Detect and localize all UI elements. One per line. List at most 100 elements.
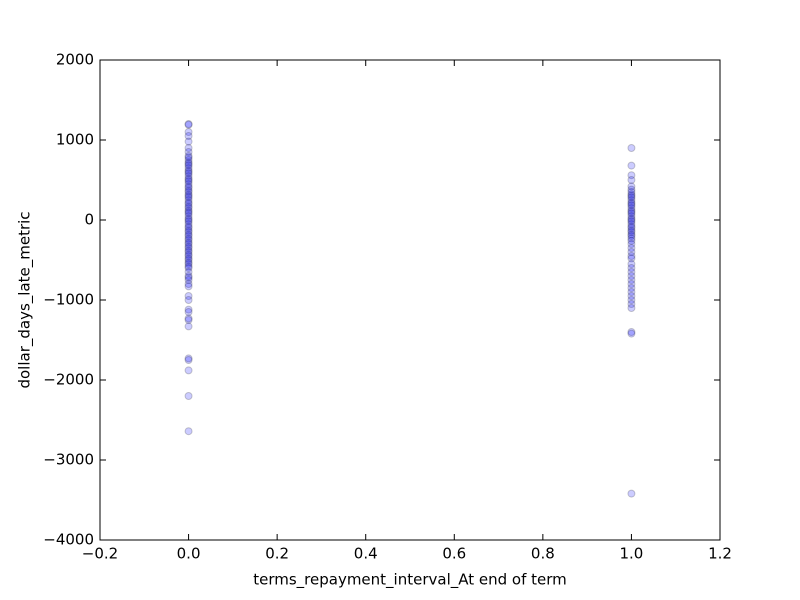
point xyxy=(627,260,636,268)
point xyxy=(627,252,636,260)
point xyxy=(184,214,193,223)
point xyxy=(184,248,193,256)
point xyxy=(184,224,193,232)
point xyxy=(627,276,636,284)
point xyxy=(627,329,636,338)
point xyxy=(184,322,193,331)
point xyxy=(184,161,193,170)
point xyxy=(184,232,193,240)
point xyxy=(627,244,636,252)
point xyxy=(627,212,636,220)
point xyxy=(184,208,193,216)
point xyxy=(184,156,193,164)
point xyxy=(627,206,636,215)
point xyxy=(627,280,636,288)
point xyxy=(184,148,193,156)
point xyxy=(627,304,636,312)
point xyxy=(184,120,193,129)
point xyxy=(184,273,193,282)
point xyxy=(184,206,193,215)
point xyxy=(627,190,636,199)
y-tick-label: −3000 xyxy=(43,451,94,469)
point xyxy=(627,254,636,263)
x-tick-label: 0.6 xyxy=(442,545,466,563)
point xyxy=(627,208,636,216)
point xyxy=(184,356,193,364)
point xyxy=(627,220,636,228)
point xyxy=(184,168,193,176)
point xyxy=(184,204,193,212)
point xyxy=(184,242,193,251)
point xyxy=(627,300,636,308)
point xyxy=(627,216,636,224)
point xyxy=(184,164,193,172)
point xyxy=(627,224,636,232)
point xyxy=(184,158,193,167)
point xyxy=(627,200,636,208)
point xyxy=(184,427,193,436)
point xyxy=(184,160,193,168)
point xyxy=(184,296,193,304)
point xyxy=(184,192,193,200)
point xyxy=(184,246,193,255)
point xyxy=(184,256,193,264)
point xyxy=(184,209,193,218)
point xyxy=(184,196,193,204)
point xyxy=(184,236,193,244)
point xyxy=(184,226,193,235)
point xyxy=(184,190,193,199)
point xyxy=(627,161,636,170)
point xyxy=(627,204,636,212)
point xyxy=(184,172,193,180)
point xyxy=(184,228,193,236)
point xyxy=(184,198,193,207)
point xyxy=(627,176,636,184)
point xyxy=(184,120,193,128)
point xyxy=(627,328,636,336)
x-tick-label: 1.0 xyxy=(619,545,643,563)
x-axis-label: terms_repayment_interval_At end of term xyxy=(253,571,567,590)
point xyxy=(184,217,193,226)
point xyxy=(184,280,193,288)
x-tick-label: 0.2 xyxy=(265,545,289,563)
point xyxy=(184,230,193,239)
x-tick-label: 0.8 xyxy=(531,545,555,563)
point xyxy=(184,169,193,178)
point xyxy=(627,236,636,245)
point xyxy=(184,262,193,271)
point xyxy=(184,180,193,188)
point xyxy=(627,182,636,191)
point xyxy=(184,182,193,191)
point xyxy=(184,244,193,252)
point xyxy=(184,240,193,248)
point xyxy=(184,184,193,192)
point xyxy=(627,232,636,240)
y-tick-label: 0 xyxy=(84,211,94,229)
point xyxy=(184,254,193,263)
point xyxy=(627,489,636,498)
point xyxy=(184,305,193,314)
y-axis-label: dollar_days_late_metric xyxy=(16,211,35,388)
x-tick-label: 0.4 xyxy=(354,545,378,563)
point xyxy=(184,292,193,300)
point xyxy=(627,234,636,243)
point xyxy=(627,188,636,196)
point xyxy=(184,222,193,231)
point xyxy=(184,216,193,224)
point xyxy=(184,252,193,260)
point xyxy=(627,196,636,204)
point xyxy=(627,198,636,207)
x-tick-label: −0.2 xyxy=(82,545,118,563)
point xyxy=(184,276,193,284)
point xyxy=(184,268,193,276)
point xyxy=(627,209,636,218)
point xyxy=(184,260,193,268)
y-tick-label: −2000 xyxy=(43,371,94,389)
point xyxy=(184,366,193,375)
point xyxy=(184,176,193,184)
point xyxy=(184,132,193,140)
point xyxy=(184,202,193,211)
